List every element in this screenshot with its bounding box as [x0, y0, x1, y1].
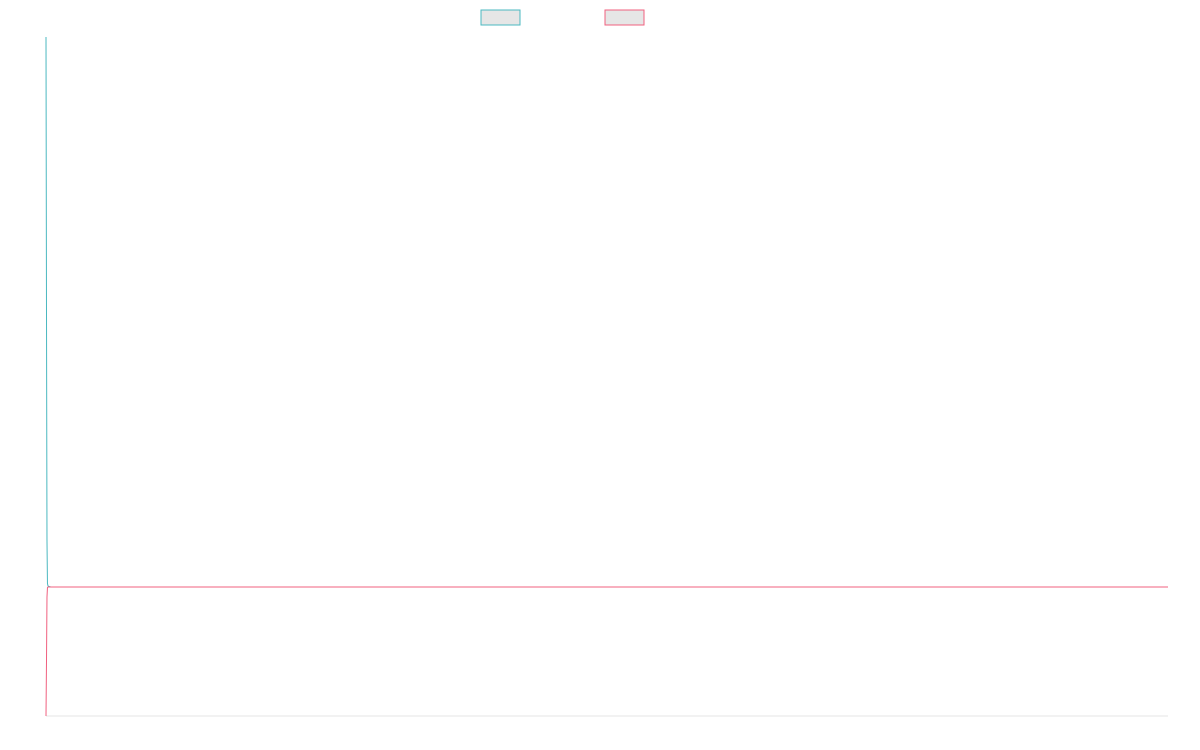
legend-swatch-1[interactable] — [480, 9, 521, 26]
legend-item-1[interactable] — [480, 9, 521, 26]
series-line-2 — [45, 586, 1168, 717]
legend-item-2[interactable] — [604, 9, 645, 26]
legend[interactable] — [480, 9, 645, 26]
legend-swatch-2[interactable] — [604, 9, 645, 26]
series-line-1 — [45, 36, 1168, 588]
series-layer — [45, 36, 1168, 717]
